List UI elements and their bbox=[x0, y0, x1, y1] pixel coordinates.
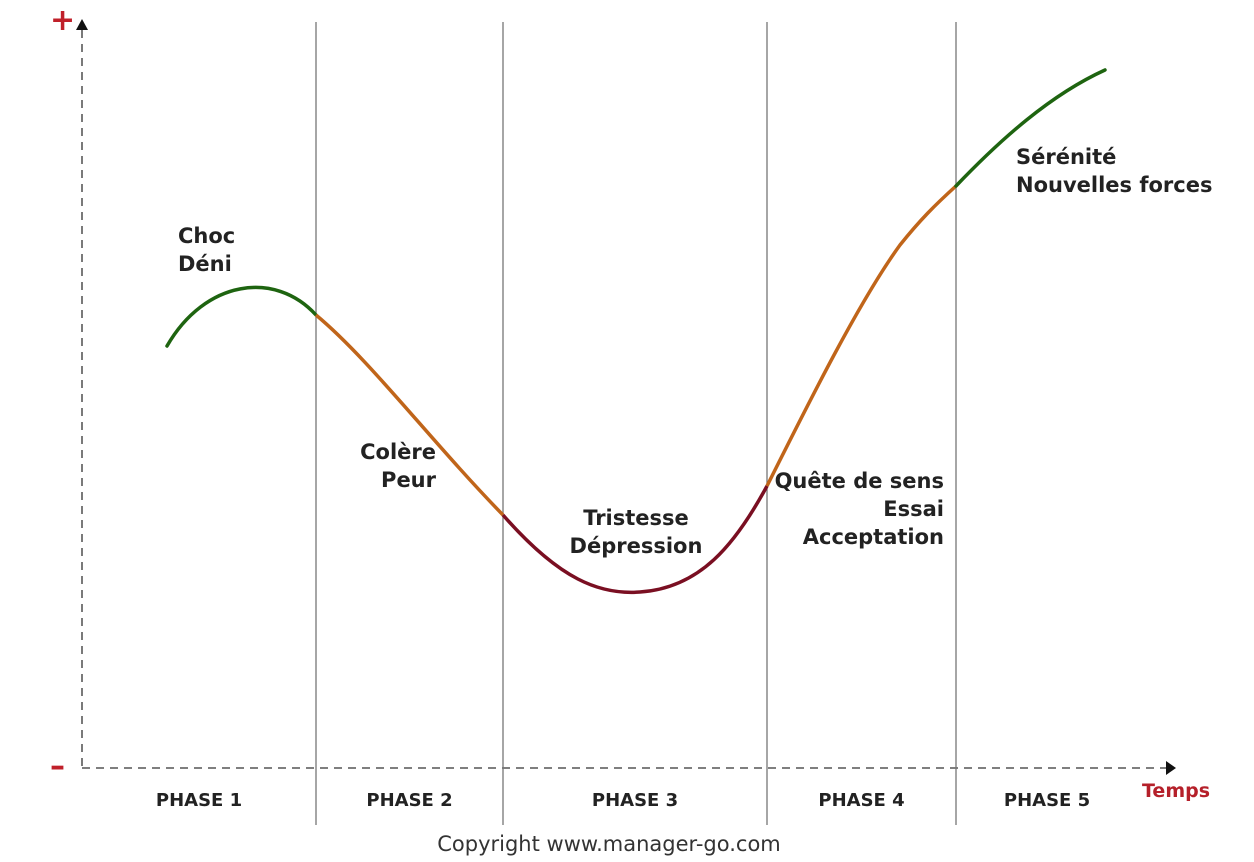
phase-label-1: PHASE 1 bbox=[155, 790, 243, 811]
y-axis-minus-sign: – bbox=[50, 749, 65, 784]
stage-label-line: Nouvelles forces bbox=[1016, 173, 1213, 197]
stage-label-line: Choc bbox=[178, 224, 236, 248]
y-axis-arrow-icon bbox=[76, 19, 88, 30]
x-axis-arrow-icon bbox=[1166, 761, 1176, 775]
stage-label-line: Dépression bbox=[569, 534, 703, 558]
stage-label-line: Sérénité bbox=[1016, 145, 1117, 169]
curve-segment-choc-deni bbox=[165, 285, 318, 348]
stage-label-line: Déni bbox=[178, 252, 232, 276]
phase-label-2: PHASE 2 bbox=[366, 790, 453, 811]
x-axis-label: Temps bbox=[1142, 780, 1211, 802]
stage-label-choc-deni: Choc Déni bbox=[178, 222, 235, 278]
stage-label-line: Peur bbox=[381, 468, 436, 492]
stage-label-acceptation: Quête de sens Essai Acceptation bbox=[775, 467, 944, 551]
phase-label-3: PHASE 3 bbox=[591, 790, 679, 811]
stage-label-line: Colère bbox=[360, 440, 436, 464]
curve-segment-serenite bbox=[954, 68, 1107, 188]
stage-label-line: Quête de sens bbox=[774, 469, 944, 493]
stage-label-line: Tristesse bbox=[583, 506, 689, 530]
phase-label-4: PHASE 4 bbox=[818, 790, 905, 811]
stage-label-colere-peur: Colère Peur bbox=[360, 438, 436, 494]
stage-label-serenite: Sérénité Nouvelles forces bbox=[1016, 143, 1212, 199]
stage-label-line: Essai bbox=[883, 497, 944, 521]
copyright-notice: Copyright www.manager-go.com bbox=[437, 832, 781, 856]
stage-label-tristesse-depression: Tristesse Dépression bbox=[556, 504, 716, 560]
curve-segment-tristesse-depression bbox=[501, 485, 769, 595]
phase-label-5: PHASE 5 bbox=[1003, 790, 1091, 811]
stage-label-line: Acceptation bbox=[802, 525, 944, 549]
y-axis-plus-sign: + bbox=[50, 3, 76, 38]
curve-segment-colere-peur bbox=[314, 313, 505, 517]
curve-segment-acceptation bbox=[765, 184, 958, 487]
